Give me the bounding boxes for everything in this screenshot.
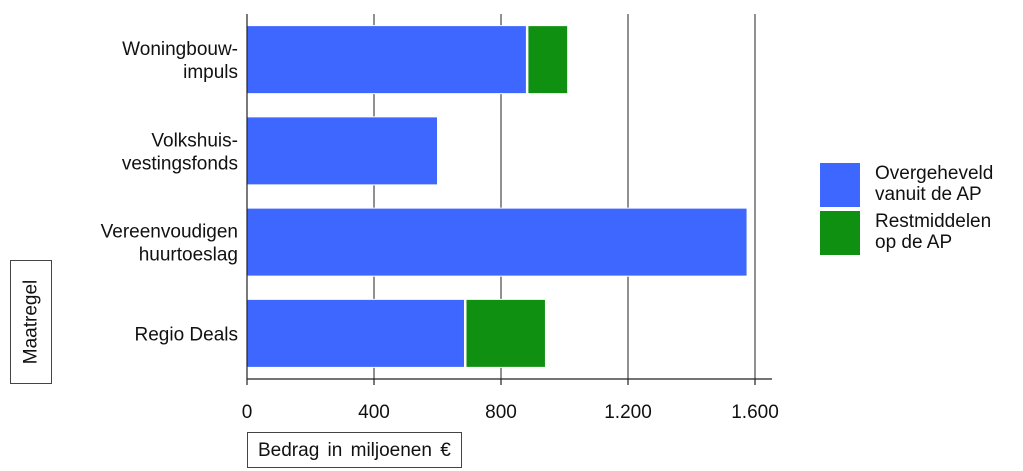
x-axis-title: Bedrag in miljoenen € [247,432,462,468]
legend-label-line: vanuit de AP [875,184,982,205]
category-label: Volkshuis-vestingsfonds [122,130,238,174]
bar-segment [246,25,527,95]
legend-label-line: Overgeheveld [875,163,993,184]
category-label: Vereenvoudigen huurtoeslag [101,222,238,266]
category-label-line: huurtoeslag [139,245,238,266]
y-axis-title-text: Maatregel [20,279,42,365]
legend-swatch [820,211,860,255]
category-label: Woningbouw-impuls [122,39,238,83]
category-labels: Woningbouw-impuls Volkshuis-vestingsfonds… [101,39,238,345]
bar-segment [527,25,569,95]
legend: Overgeheveld vanuit de AP Restmiddelen op d… [820,163,993,255]
x-tick-label: 1.600 [731,402,779,423]
bar-segment [465,298,546,368]
axes [246,14,772,385]
y-axis-title: Maatregel [10,260,52,384]
bar-segment [246,207,748,277]
bars [246,25,748,368]
category-label-line: vestingsfonds [122,153,238,174]
x-tick-label: 0 [242,402,253,423]
x-tick-labels: 0 400 800 1.200 1.600 [242,402,779,423]
legend-label: Overgeheveld vanuit de AP [875,163,993,205]
x-axis-title-text: Bedrag in miljoenen € [258,440,451,461]
x-tick-label: 800 [485,402,517,423]
category-label-line: Vereenvoudigen [101,222,238,243]
category-label-line: Volkshuis- [151,130,238,151]
x-tick-label: 1.200 [604,402,652,423]
bar-segment [246,116,438,186]
legend-label-line: Restmiddelen [875,211,991,232]
legend-label-line: op de AP [875,232,952,253]
legend-swatch [820,163,860,207]
category-label-line: impuls [183,62,238,83]
x-tick-label: 400 [358,402,390,423]
category-label-line: Regio Deals [135,324,239,345]
legend-label: Restmiddelen op de AP [875,211,991,253]
category-label: Regio Deals [135,324,239,345]
bar-segment [246,298,465,368]
category-label-line: Woningbouw- [122,39,238,60]
